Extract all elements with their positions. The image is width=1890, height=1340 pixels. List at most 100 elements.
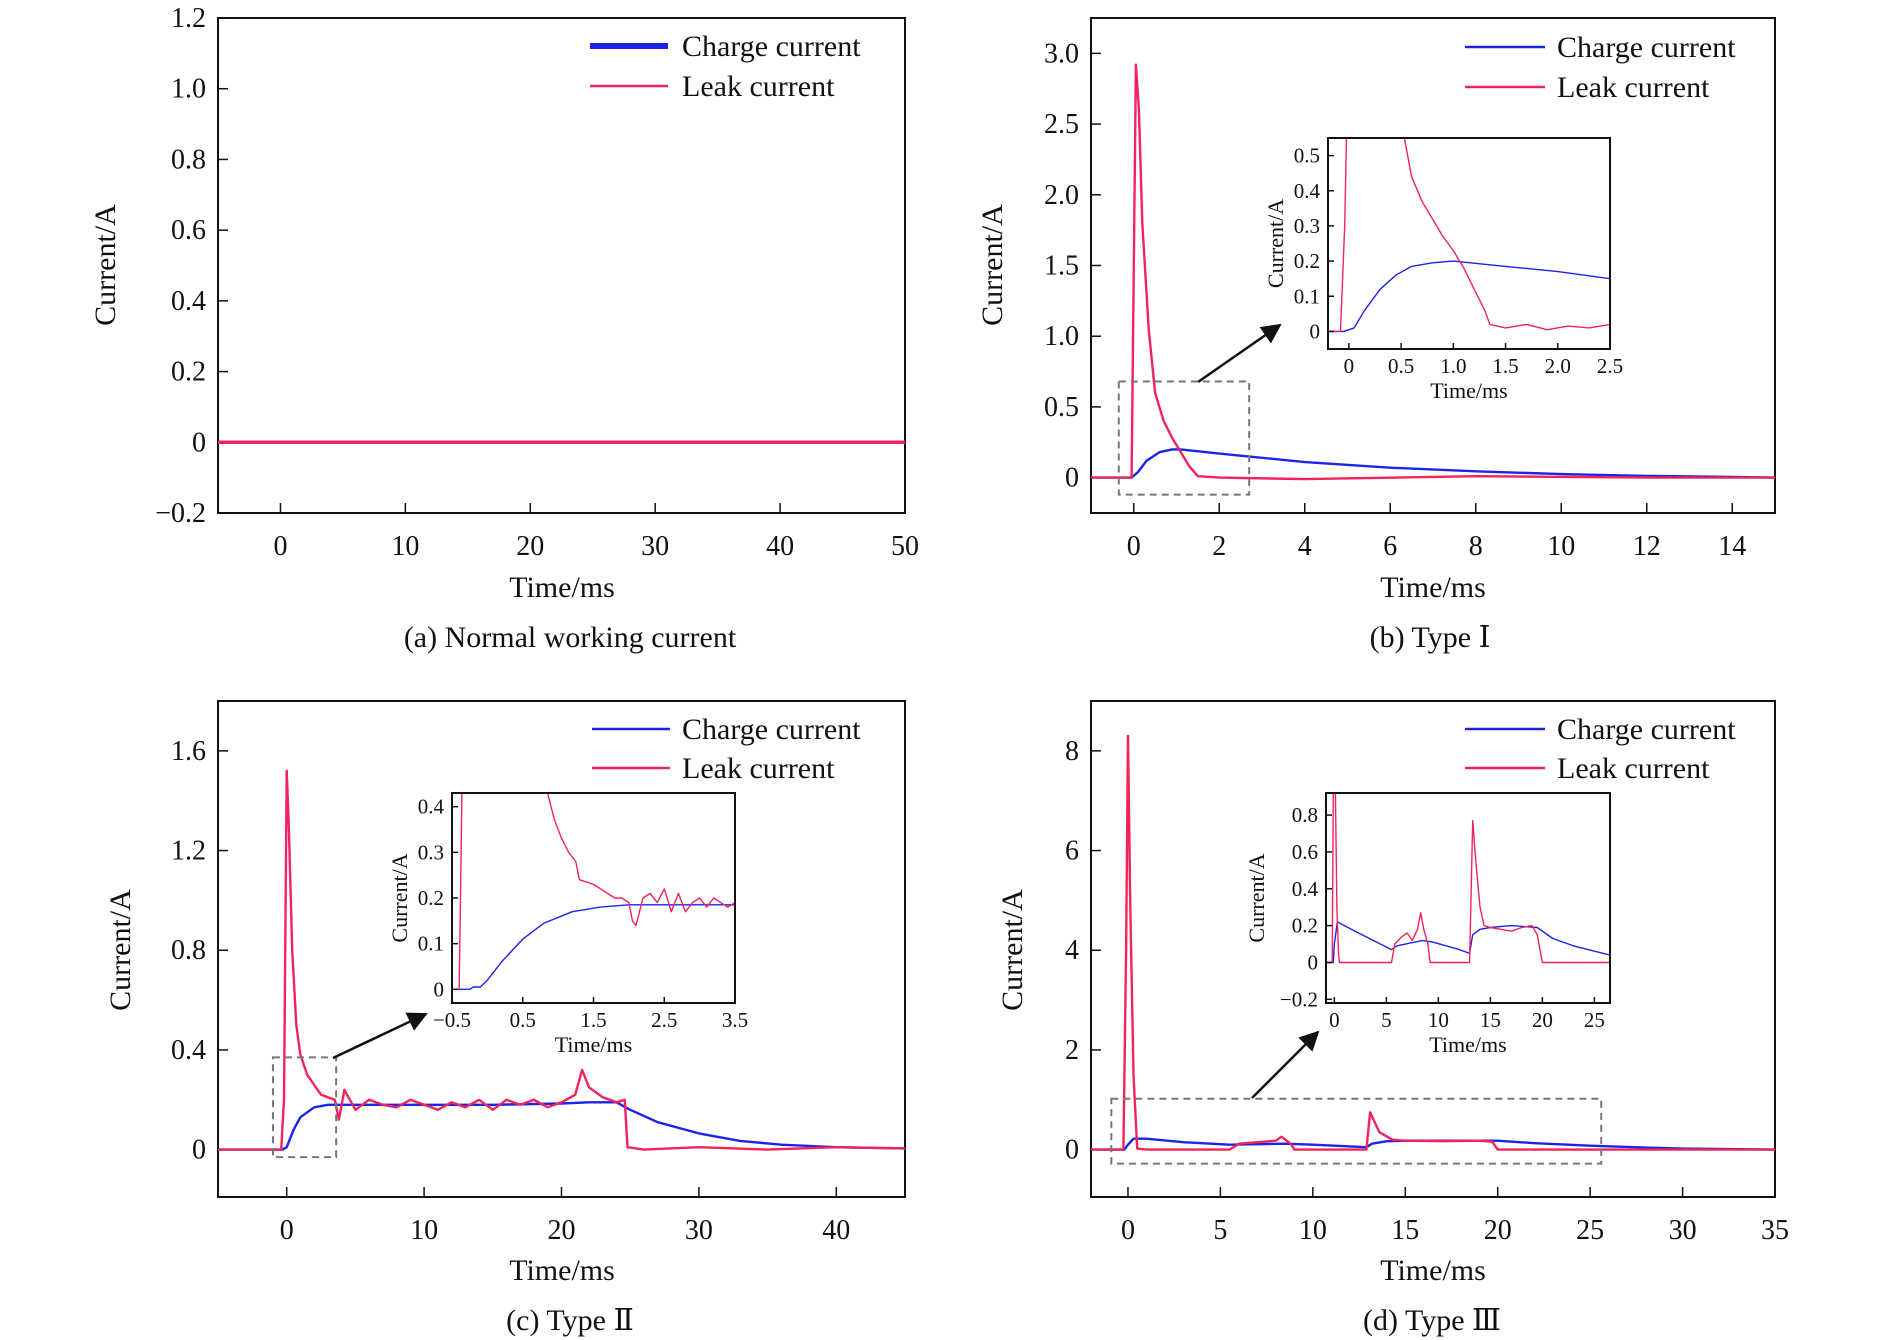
panel-b-y-tick-label: 0.5 — [1044, 392, 1079, 423]
panel-c-inset-x-tick-label: 0.5 — [510, 1008, 536, 1032]
panel-c-inset-charge-current-line — [452, 904, 735, 990]
panel-c-inset-y-tick-label: 0.4 — [418, 795, 445, 819]
panel-c-inset-x-tick-label: −0.5 — [433, 1008, 471, 1032]
panel-d-inset-x-tick-label: 10 — [1428, 1008, 1449, 1032]
panel-c-inset-x-tick-label: 2.5 — [651, 1008, 677, 1032]
panel-b-inset-charge-current-line — [1328, 260, 1610, 333]
panel-d-y-tick-label: 4 — [1065, 935, 1079, 966]
panel-d-x-tick-label: 0 — [1121, 1215, 1135, 1246]
panel-d-inset-x-tick-label: 25 — [1584, 1008, 1605, 1032]
panel-b-y-axis-label: Current/A — [976, 204, 1009, 326]
legend-charge-label: Charge current — [1557, 31, 1736, 64]
panel-d-legend: Charge current Leak current — [1465, 713, 1736, 785]
panel-c-y-tick-label: 1.6 — [171, 736, 206, 767]
panel-d-y-tick-label: 6 — [1065, 836, 1079, 867]
panel-d-y-axis-label: Current/A — [996, 889, 1029, 1011]
panel-b-inset: 0 0.5 1.0 1.5 2.0 2.5 0 0.1 0.2 0.3 0.4 0.5 Time/ms C… — [1263, 137, 1623, 403]
panel-b-inset-y-tick-label: 0.1 — [1294, 284, 1320, 308]
panel-c-inset-x-axis-label: Time/ms — [555, 1032, 632, 1057]
panel-d-inset-leak-current-line — [1326, 793, 1610, 964]
panel-d-inset-x-tick-label: 0 — [1329, 1008, 1340, 1032]
panel-d-inset-y-tick-label: 0.6 — [1292, 840, 1318, 864]
panel-d-zoom-arrow — [1251, 1030, 1320, 1099]
panel-c-x-axis-label: Time/ms — [509, 1254, 615, 1287]
panel-d-y-tick-label: 0 — [1065, 1135, 1079, 1166]
panel-d-x-tick-label: 10 — [1299, 1215, 1327, 1246]
panel-d-axes-frame — [1090, 700, 1776, 1198]
legend-leak-label: Leak current — [682, 752, 835, 785]
panel-a: 0 10 20 30 40 50 −0.2 0 0.2 0.4 0.6 0.8 1.0 1.2 Time/m… — [89, 3, 919, 654]
panel-b-inset-y-tick-label: 0.5 — [1294, 144, 1320, 168]
panel-b-inset-leak-current-line — [1328, 138, 1610, 333]
panel-a-axes-frame — [217, 17, 906, 514]
panel-d-x-tick-label: 15 — [1391, 1215, 1419, 1246]
panel-b-y-tick-label: 1.0 — [1044, 321, 1079, 352]
panel-a-x-tick-label: 40 — [766, 531, 794, 562]
legend-charge-label: Charge current — [682, 30, 861, 63]
panel-a-x-tick-label: 20 — [516, 531, 544, 562]
panel-c-zoom-box — [271, 1056, 338, 1159]
panel-c-leak-current-line — [218, 769, 905, 1151]
panel-d-inset-background — [1326, 793, 1610, 1003]
panel-d-y-tick-label: 2 — [1065, 1035, 1079, 1066]
panel-d-x-axis-label: Time/ms — [1380, 1254, 1486, 1287]
panel-d-inset: 0 5 10 15 20 25 −0.2 0 0.2 0.4 0.6 0.8 Time/ms Curren… — [1244, 792, 1611, 1057]
panel-b-legend: Charge current Leak current — [1465, 31, 1736, 104]
legend-charge-label: Charge current — [682, 713, 861, 746]
panel-c-y-tick-label: 0 — [192, 1135, 206, 1166]
panel-b-inset-background — [1328, 138, 1610, 349]
panel-a-y-tick-label: −0.2 — [155, 498, 206, 529]
panel-b-inset-x-axis-label: Time/ms — [1430, 378, 1507, 403]
panel-a-y-axis-label: Current/A — [89, 204, 122, 326]
panel-a-x-tick-label: 30 — [641, 531, 669, 562]
panel-c-y-tick-label: 1.2 — [171, 836, 206, 867]
panel-d-inset-y-tick-label: 0.2 — [1292, 914, 1318, 938]
panel-a-legend: Charge current Leak current — [590, 30, 861, 103]
panel-a-y-tick-label: 1.2 — [171, 3, 206, 34]
legend-leak-label: Leak current — [682, 70, 835, 103]
panel-c-y-tick-label: 0.4 — [171, 1035, 206, 1066]
panel-a-y-tick-label: 0.8 — [171, 144, 206, 175]
panel-b-y-tick-label: 3.0 — [1044, 38, 1079, 69]
panel-b-inset-x-tick-label: 1.0 — [1440, 354, 1466, 378]
panel-d-inset-y-axis-label: Current/A — [1244, 853, 1269, 942]
panel-c-y-tick-label: 0.8 — [171, 935, 206, 966]
panel-c-inset-y-tick-label: 0.1 — [418, 932, 444, 956]
panel-d-inset-y-tick-label: −0.2 — [1280, 987, 1318, 1011]
panel-b-inset-x-tick-label: 0.5 — [1388, 354, 1414, 378]
panel-a-y-tick-label: 0.2 — [171, 357, 206, 388]
panel-c-inset: −0.5 0.5 1.5 2.5 3.5 0 0.1 0.2 0.3 0.4 Time/ms Curr… — [387, 792, 748, 1057]
panel-b-x-tick-label: 8 — [1469, 531, 1483, 562]
panel-b-leak-current-line — [1091, 63, 1775, 481]
panel-b-y-tick-label: 1.5 — [1044, 251, 1079, 282]
panel-c-x-tick-label: 0 — [280, 1215, 294, 1246]
panel-d-x-tick-label: 5 — [1213, 1215, 1227, 1246]
panel-c-y-axis-label: Current/A — [104, 889, 137, 1011]
panel-c-x-tick-label: 40 — [822, 1215, 850, 1246]
panel-d-y-tick-label: 8 — [1065, 736, 1079, 767]
panel-c-inset-leak-current-line — [452, 793, 735, 990]
panel-c-x-tick-label: 10 — [410, 1215, 438, 1246]
panel-d-inset-x-tick-label: 5 — [1381, 1008, 1392, 1032]
panel-c-inset-background — [452, 793, 735, 1003]
panel-b-inset-x-tick-label: 2.5 — [1597, 354, 1623, 378]
panel-c-charge-current-line — [218, 1101, 905, 1151]
panel-b-inset-x-tick-label: 0 — [1344, 354, 1355, 378]
panel-b-x-tick-label: 0 — [1127, 531, 1141, 562]
panel-d-inset-axes-frame — [1325, 792, 1611, 1004]
panel-c-inset-y-tick-label: 0 — [434, 977, 445, 1001]
panel-b-zoom-box — [1117, 380, 1251, 496]
panel-c-caption: (c) Type Ⅱ — [506, 1304, 634, 1337]
panel-b-x-tick-label: 12 — [1633, 531, 1661, 562]
panel-a-x-axis-label: Time/ms — [509, 571, 615, 604]
panel-d-x-tick-label: 35 — [1761, 1215, 1789, 1246]
panel-a-y-tick-label: 0.4 — [171, 286, 206, 317]
panel-b-inset-y-axis-label: Current/A — [1263, 199, 1288, 288]
panel-d-caption: (d) Type Ⅲ — [1363, 1304, 1501, 1337]
panel-b-caption: (b) Type Ⅰ — [1370, 621, 1491, 654]
panel-d-leak-current-line — [1091, 734, 1775, 1151]
panel-a-caption: (a) Normal working current — [404, 621, 737, 654]
panel-d-inset-x-axis-label: Time/ms — [1429, 1032, 1506, 1057]
panel-d-inset-x-tick-label: 20 — [1532, 1008, 1553, 1032]
